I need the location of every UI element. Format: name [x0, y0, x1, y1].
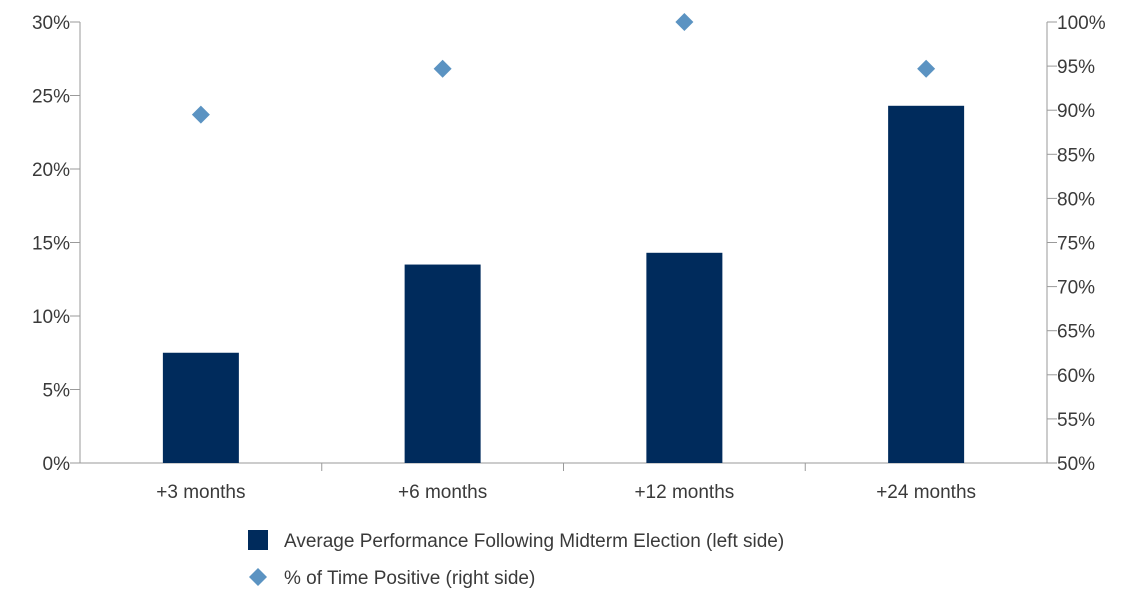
y-right-tick-label: 100%: [1057, 13, 1106, 34]
marker-series: [191, 13, 936, 124]
y-right-tick-label: 70%: [1057, 278, 1095, 299]
axis-labels: 0% 5% 10% 15% 20% 25% 30% 50% 55% 60% 65% 70% 75% 80%…: [32, 13, 1106, 503]
diamond-marker: [917, 59, 936, 78]
y-left-tick-label: 25%: [32, 87, 70, 108]
x-tick-label: +3 months: [156, 482, 245, 503]
y-left-tick-label: 5%: [43, 381, 71, 402]
x-tick-label: +6 months: [398, 482, 487, 503]
bar: [646, 252, 723, 463]
legend-diamond-swatch: [249, 568, 267, 586]
legend-diamond-label: % of Time Positive (right side): [284, 568, 535, 589]
y-left-tick-label: 20%: [32, 160, 70, 181]
y-right-tick-label: 65%: [1057, 322, 1095, 343]
y-right-tick-label: 80%: [1057, 189, 1095, 210]
legend-bar-label: Average Performance Following Midterm El…: [284, 531, 784, 552]
y-right-tick-label: 75%: [1057, 234, 1095, 255]
legend: Average Performance Following Midterm El…: [248, 530, 784, 589]
diamond-marker: [191, 105, 210, 124]
bar: [888, 105, 965, 463]
y-right-tick-label: 60%: [1057, 366, 1095, 387]
y-right-tick-label: 85%: [1057, 145, 1095, 166]
y-left-tick-label: 15%: [32, 234, 70, 255]
diamond-marker: [433, 59, 452, 78]
y-left-tick-label: 30%: [32, 13, 70, 34]
y-right-tick-label: 95%: [1057, 57, 1095, 78]
bar-series: [162, 105, 965, 463]
x-tick-label: +24 months: [876, 482, 976, 503]
y-right-tick-label: 90%: [1057, 101, 1095, 122]
y-left-tick-label: 0%: [43, 454, 71, 475]
legend-bar-swatch: [248, 530, 268, 550]
bar: [162, 352, 239, 463]
axes: [70, 21, 1057, 471]
y-right-tick-label: 55%: [1057, 410, 1095, 431]
x-tick-label: +12 months: [634, 482, 734, 503]
y-left-tick-label: 10%: [32, 307, 70, 328]
diamond-marker: [675, 13, 694, 31]
bar: [404, 264, 481, 463]
y-right-tick-label: 50%: [1057, 454, 1095, 475]
